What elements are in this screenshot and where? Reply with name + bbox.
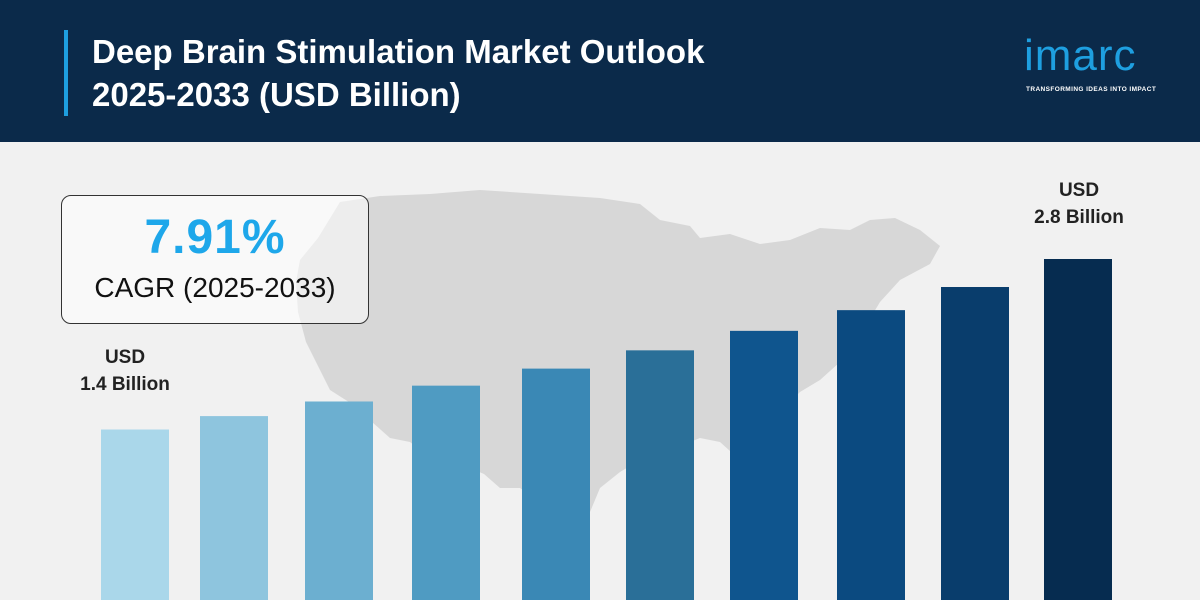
end-value-label: USD 2.8 Billion [1009, 177, 1149, 231]
bar-2033 [1044, 259, 1112, 600]
end-value-amount: 2.8 Billion [1034, 207, 1124, 228]
start-value-label: USD 1.4 Billion [55, 344, 195, 398]
end-value-unit: USD [1058, 180, 1100, 201]
bar-2027 [412, 385, 480, 600]
header-banner: Deep Brain Stimulation Market Outlook 20… [0, 0, 1200, 142]
start-value-amount: 1.4 Billion [80, 373, 170, 395]
bar-2029 [626, 350, 694, 600]
page-title: Deep Brain Stimulation Market Outlook 20… [92, 30, 704, 116]
title-line-1: Deep Brain Stimulation Market Outlook [92, 33, 705, 70]
bar-2026 [305, 401, 373, 600]
cagr-callout: 7.91% CAGR (2025-2033) [61, 195, 369, 324]
bar-2030 [730, 330, 798, 600]
bar-2032 [941, 287, 1009, 600]
imarc-logo: imarc TRANSFORMING IDEAS INTO IMPACT [1024, 30, 1179, 100]
title-line-2: 2025-2033 (USD Billion) [92, 76, 461, 113]
bar-2028 [522, 368, 590, 600]
logo-wordmark: imarc [1024, 31, 1137, 80]
start-value-unit: USD [104, 346, 146, 368]
bar-2024 [101, 429, 169, 600]
cagr-label: CAGR (2025-2033) [94, 272, 336, 303]
bar-2031 [837, 310, 905, 600]
logo-tagline: TRANSFORMING IDEAS INTO IMPACT [1026, 86, 1157, 93]
title-accent-bar [64, 30, 68, 116]
cagr-value: 7.91% [144, 211, 286, 264]
bar-2025 [200, 416, 268, 600]
